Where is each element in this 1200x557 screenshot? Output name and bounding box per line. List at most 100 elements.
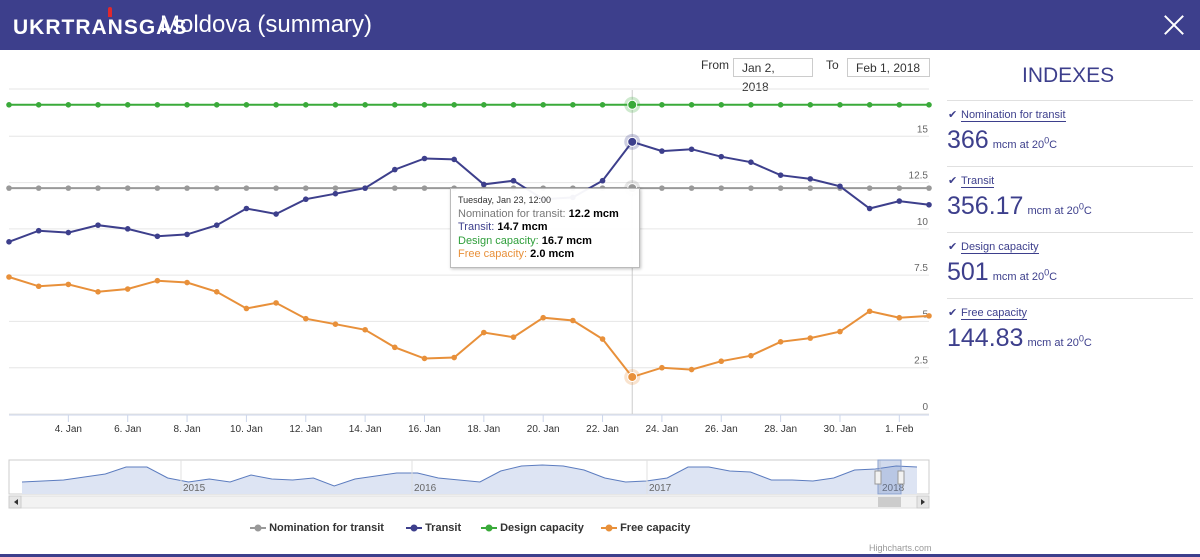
data-point[interactable] [807, 335, 814, 341]
data-point[interactable] [65, 185, 72, 191]
data-point[interactable] [896, 102, 903, 108]
scrollbar-thumb[interactable] [878, 497, 901, 507]
data-point[interactable] [124, 185, 131, 191]
data-point[interactable] [599, 177, 606, 184]
data-point[interactable] [213, 185, 220, 191]
data-point[interactable] [748, 185, 754, 191]
legend-item-nomination[interactable]: Nomination for transit [250, 522, 384, 534]
data-point[interactable] [866, 102, 873, 108]
data-point[interactable] [213, 222, 220, 228]
data-point[interactable] [6, 274, 12, 280]
data-point[interactable] [896, 198, 903, 204]
line-chart[interactable]: 0 2.5 5 7.5 10 12.5 15 4. Jan 6. Jan 8. Jan 10. Ja… [0, 0, 940, 557]
data-point[interactable] [688, 146, 695, 153]
data-point[interactable] [213, 102, 220, 108]
data-point[interactable] [599, 336, 606, 342]
data-point[interactable] [362, 326, 368, 333]
data-point[interactable] [896, 185, 903, 191]
data-point[interactable] [777, 102, 784, 108]
data-point[interactable] [926, 313, 932, 319]
index-label-transit[interactable]: ✔ Transit [948, 175, 995, 188]
data-point[interactable] [837, 328, 843, 335]
data-point[interactable] [95, 102, 101, 108]
highlight-point[interactable] [627, 371, 638, 382]
data-point[interactable] [302, 185, 309, 191]
data-point[interactable] [65, 229, 72, 236]
data-point[interactable] [273, 211, 279, 217]
data-point[interactable] [421, 102, 428, 108]
data-point[interactable] [184, 102, 190, 108]
data-point[interactable] [421, 155, 428, 162]
data-point[interactable] [154, 102, 161, 108]
data-point[interactable] [866, 308, 873, 315]
data-point[interactable] [273, 102, 279, 108]
data-point[interactable] [302, 102, 309, 108]
data-point[interactable] [926, 185, 932, 191]
data-point[interactable] [65, 281, 72, 288]
data-point[interactable] [302, 196, 309, 203]
data-point[interactable] [718, 358, 725, 365]
data-point[interactable] [688, 102, 695, 108]
data-point[interactable] [243, 305, 250, 312]
data-point[interactable] [688, 366, 695, 373]
data-point[interactable] [184, 279, 190, 286]
data-point[interactable] [124, 286, 131, 292]
data-point[interactable] [362, 102, 368, 108]
close-icon[interactable] [1163, 14, 1185, 36]
data-point[interactable] [273, 300, 279, 306]
data-point[interactable] [154, 233, 161, 240]
data-point[interactable] [926, 201, 932, 208]
data-point[interactable] [688, 185, 695, 191]
data-point[interactable] [777, 185, 784, 191]
data-point[interactable] [866, 185, 873, 191]
data-point[interactable] [510, 102, 517, 108]
index-label-free[interactable]: ✔ Free capacity [948, 307, 1028, 320]
data-point[interactable] [837, 183, 843, 190]
navigator-handle-right[interactable] [897, 470, 905, 485]
data-point[interactable] [540, 314, 546, 321]
data-point[interactable] [302, 315, 309, 322]
data-point[interactable] [154, 185, 161, 191]
highlight-point[interactable] [627, 99, 638, 110]
data-point[interactable] [718, 102, 725, 108]
data-point[interactable] [540, 102, 546, 108]
data-point[interactable] [392, 166, 398, 173]
data-point[interactable] [184, 185, 190, 191]
data-point[interactable] [35, 185, 42, 191]
data-point[interactable] [926, 102, 932, 108]
legend-item-design[interactable]: Design capacity [481, 522, 584, 534]
data-point[interactable] [866, 205, 873, 212]
range-to-input[interactable]: Feb 1, 2018 [847, 58, 930, 77]
data-point[interactable] [510, 177, 517, 184]
data-point[interactable] [896, 314, 903, 321]
legend-item-free[interactable]: Free capacity [601, 522, 690, 534]
data-point[interactable] [421, 355, 428, 362]
data-point[interactable] [748, 352, 754, 359]
data-point[interactable] [95, 289, 101, 295]
data-point[interactable] [570, 317, 576, 324]
data-point[interactable] [837, 102, 843, 108]
index-label-nomination[interactable]: ✔ Nomination for transit [948, 109, 1066, 122]
navigator-handle-left[interactable] [874, 470, 882, 485]
data-point[interactable] [332, 321, 339, 328]
highlight-point[interactable] [627, 136, 638, 147]
data-point[interactable] [451, 102, 457, 108]
data-point[interactable] [35, 283, 42, 290]
data-point[interactable] [6, 102, 12, 108]
index-label-design[interactable]: ✔ Design capacity [948, 241, 1039, 254]
data-point[interactable] [392, 344, 398, 351]
data-point[interactable] [510, 334, 517, 340]
data-point[interactable] [570, 102, 576, 108]
scrollbar-track[interactable] [8, 495, 930, 509]
data-point[interactable] [6, 185, 12, 191]
data-point[interactable] [65, 102, 72, 108]
data-point[interactable] [243, 205, 250, 212]
data-point[interactable] [599, 102, 606, 108]
data-point[interactable] [748, 159, 754, 166]
data-point[interactable] [35, 102, 42, 108]
data-point[interactable] [392, 185, 398, 191]
data-point[interactable] [124, 226, 131, 232]
data-point[interactable] [421, 185, 428, 191]
data-point[interactable] [718, 153, 725, 160]
data-point[interactable] [332, 185, 339, 191]
